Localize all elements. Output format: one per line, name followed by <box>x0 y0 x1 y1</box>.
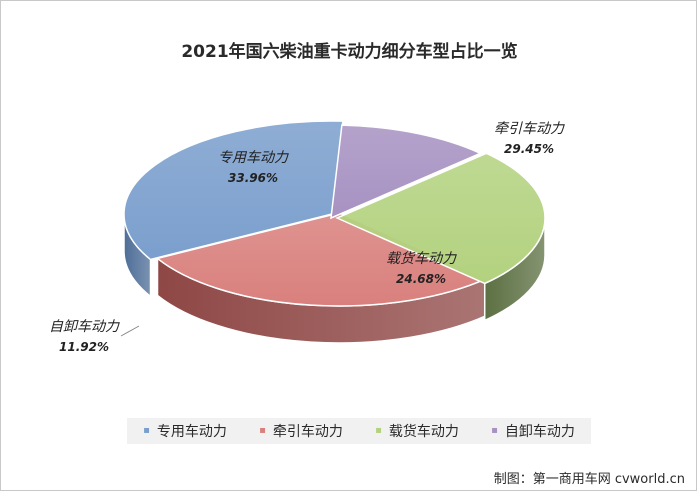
pie-slice-1 <box>123 120 344 261</box>
chart-title: 2021年国六柴油重卡动力细分车型占比一览 <box>181 42 518 62</box>
pie-slice-4 <box>330 124 483 220</box>
legend-marker-icon: ▪ <box>143 425 150 436</box>
slice-name-label: 专用车动力 <box>218 150 289 166</box>
pie-slice-2 <box>155 212 489 307</box>
slice-value-label: 29.45% <box>504 142 554 156</box>
legend: ▪ 专用车动力 ▪ 牵引车动力 ▪ 载货车动力 ▪ 自卸车动力 <box>127 418 591 444</box>
slice-name-label: 自卸车动力 <box>49 319 120 335</box>
legend-item: ▪ 自卸车动力 <box>491 421 575 441</box>
slice-value-label: 24.68% <box>396 272 446 286</box>
legend-marker-icon: ▪ <box>259 425 266 436</box>
slice-value-label: 11.92% <box>59 340 109 354</box>
legend-marker-icon: ▪ <box>375 425 382 436</box>
credit-text: 制图：第一商用车网 cvworld.cn <box>493 472 685 487</box>
pie-top-faces <box>123 120 546 307</box>
pie-slice-3 <box>335 152 546 285</box>
legend-label: 牵引车动力 <box>272 424 343 440</box>
legend-item: ▪ 牵引车动力 <box>259 421 343 441</box>
legend-marker-icon: ▪ <box>491 425 498 436</box>
legend-item: ▪ 专用车动力 <box>143 421 227 441</box>
legend-label: 专用车动力 <box>156 424 227 440</box>
slice-name-label: 载货车动力 <box>386 251 457 267</box>
slice-value-label: 33.96% <box>228 171 278 185</box>
legend-label: 载货车动力 <box>388 424 459 440</box>
pie-labels: 专用车动力 33.96% 牵引车动力 29.45% 载货车动力 24.68% 自卸车动力 11… <box>49 121 565 354</box>
legend-item: ▪ 载货车动力 <box>375 421 459 441</box>
slice-name-label: 牵引车动力 <box>494 121 565 137</box>
leader-line-4 <box>120 325 140 337</box>
legend-label: 自卸车动力 <box>504 424 575 440</box>
